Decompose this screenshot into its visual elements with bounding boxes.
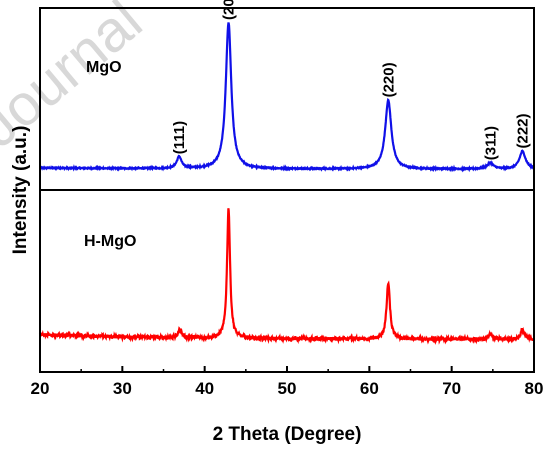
- peak-label: (222): [515, 113, 532, 148]
- x-tick-label: 60: [360, 379, 379, 398]
- x-tick-label: 40: [195, 379, 214, 398]
- peak-label: (311): [482, 126, 499, 160]
- x-axis-label: 2 Theta (Degree): [213, 424, 362, 445]
- plot-layer: [38, 22, 535, 346]
- series-line-h-mgo: [38, 208, 535, 346]
- x-tick-label: 20: [31, 379, 50, 398]
- series-line-mgo: [39, 22, 535, 173]
- x-tick-label: 50: [278, 379, 297, 398]
- x-tick-label: 80: [525, 379, 544, 398]
- frame-layer: [39, 7, 535, 373]
- panel-label-h-mgo: H-MgO: [84, 233, 136, 250]
- x-tick-label: 30: [113, 379, 132, 398]
- y-axis-label: Intensity (a.u.): [10, 126, 31, 255]
- peak-label: (200): [221, 0, 238, 20]
- panel-label-mgo: MgO: [86, 59, 122, 76]
- peak-label: (111): [171, 121, 188, 154]
- x-tick-label: 70: [442, 379, 461, 398]
- label-layer: MgO (111) (200) (220) (311) (222) H-MgO 20 30 40 5…: [10, 0, 543, 445]
- peak-label: (220): [380, 62, 397, 97]
